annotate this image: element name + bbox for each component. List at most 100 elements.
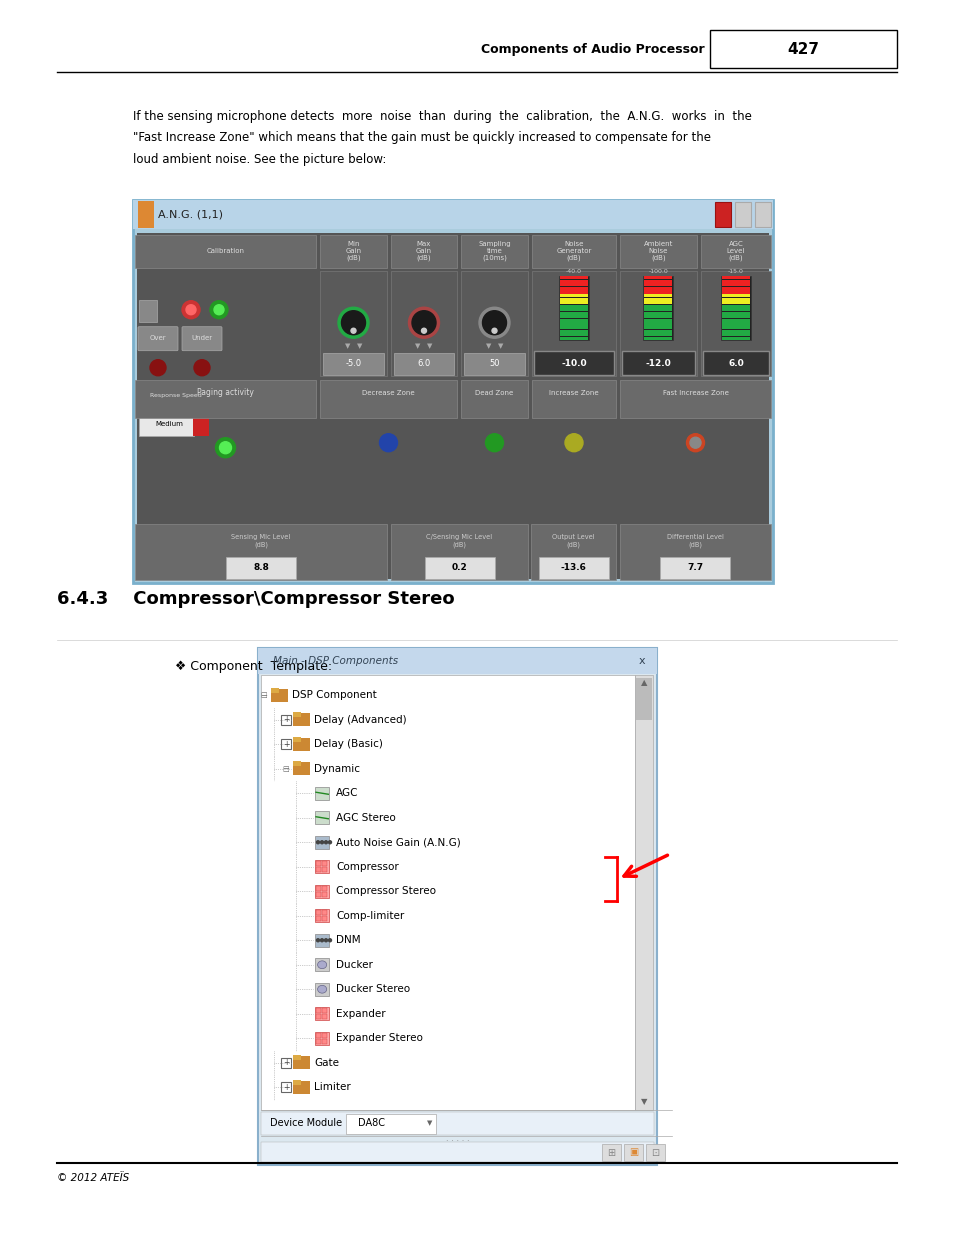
FancyBboxPatch shape [314,909,329,923]
FancyBboxPatch shape [559,305,587,308]
Text: ⊞: ⊞ [607,1147,615,1157]
Text: ▼: ▼ [415,343,420,348]
Text: Min
Gain
(dB): Min Gain (dB) [345,241,361,262]
FancyBboxPatch shape [293,713,300,718]
Circle shape [219,442,232,453]
FancyBboxPatch shape [532,235,616,268]
Text: Device Module: Device Module [270,1119,342,1129]
Text: Dynamic: Dynamic [314,763,359,774]
FancyBboxPatch shape [315,885,320,890]
Circle shape [328,841,331,844]
Text: Gate: Gate [314,1057,338,1068]
Text: © 2012 ATEÏS: © 2012 ATEÏS [57,1173,129,1183]
FancyBboxPatch shape [644,326,672,329]
Text: Fast Increase Zone: Fast Increase Zone [662,390,728,395]
Text: -10.0: -10.0 [560,359,586,368]
FancyBboxPatch shape [559,277,587,279]
FancyBboxPatch shape [714,203,730,227]
Text: Compressor: Compressor [335,862,398,872]
FancyBboxPatch shape [293,737,310,751]
Text: Expander Stereo: Expander Stereo [335,1034,422,1044]
Text: -40.0: -40.0 [565,269,581,274]
Text: A.N.G. (1,1): A.N.G. (1,1) [158,210,223,220]
Text: -15.0: -15.0 [727,269,743,274]
FancyBboxPatch shape [644,305,672,308]
Text: AGC: AGC [335,788,358,798]
FancyBboxPatch shape [734,203,750,227]
FancyBboxPatch shape [700,270,770,375]
FancyBboxPatch shape [559,301,587,304]
FancyBboxPatch shape [293,1079,300,1084]
FancyBboxPatch shape [261,881,635,903]
FancyBboxPatch shape [644,283,672,287]
FancyBboxPatch shape [559,330,587,332]
FancyBboxPatch shape [721,337,749,340]
Text: Comp-limiter: Comp-limiter [335,910,404,921]
FancyBboxPatch shape [721,298,749,300]
Text: Over: Over [150,335,166,341]
FancyBboxPatch shape [323,353,384,374]
FancyBboxPatch shape [559,337,587,340]
Text: Compressor Stereo: Compressor Stereo [335,887,436,897]
Text: ▣: ▣ [628,1147,638,1157]
Text: Sampling
time
(10ms): Sampling time (10ms) [477,241,510,262]
FancyBboxPatch shape [319,379,456,417]
FancyBboxPatch shape [315,892,320,897]
Text: -5.0: -5.0 [345,359,361,368]
Ellipse shape [317,986,326,993]
Text: -100.0: -100.0 [648,269,668,274]
FancyBboxPatch shape [322,861,327,866]
Text: Main - DSP Components: Main - DSP Components [273,656,397,666]
FancyBboxPatch shape [559,315,587,319]
FancyBboxPatch shape [721,330,749,332]
FancyBboxPatch shape [261,1112,654,1135]
FancyBboxPatch shape [315,1014,320,1019]
FancyBboxPatch shape [293,1055,300,1061]
Text: ▲: ▲ [640,678,646,688]
FancyBboxPatch shape [721,283,749,287]
FancyBboxPatch shape [346,1114,436,1134]
FancyBboxPatch shape [559,287,587,290]
Circle shape [182,301,200,319]
FancyBboxPatch shape [463,353,524,374]
FancyBboxPatch shape [281,740,291,750]
FancyBboxPatch shape [644,309,672,311]
FancyBboxPatch shape [700,235,770,268]
FancyBboxPatch shape [314,958,329,971]
FancyBboxPatch shape [721,333,749,336]
Text: □: □ [282,766,289,772]
FancyBboxPatch shape [293,1056,310,1070]
FancyBboxPatch shape [721,287,749,290]
FancyBboxPatch shape [281,715,291,725]
FancyBboxPatch shape [659,557,730,579]
FancyBboxPatch shape [460,235,527,268]
Text: If the sensing microphone detects  more  noise  than  during  the  calibration, : If the sensing microphone detects more n… [132,110,751,124]
FancyBboxPatch shape [314,983,329,995]
Text: Differential Level
(dB): Differential Level (dB) [666,535,723,548]
Circle shape [686,433,703,452]
Circle shape [408,308,439,338]
Text: Limiter: Limiter [314,1082,351,1092]
FancyBboxPatch shape [460,379,527,417]
FancyBboxPatch shape [322,910,327,915]
FancyBboxPatch shape [315,867,320,872]
FancyBboxPatch shape [193,414,209,436]
FancyBboxPatch shape [182,327,222,351]
Circle shape [421,329,426,333]
FancyBboxPatch shape [559,319,587,322]
FancyBboxPatch shape [424,557,494,579]
Circle shape [382,437,394,448]
FancyBboxPatch shape [644,298,672,300]
FancyBboxPatch shape [138,327,178,351]
FancyBboxPatch shape [319,270,387,375]
Text: ▼: ▼ [344,343,350,348]
FancyBboxPatch shape [315,916,320,921]
FancyBboxPatch shape [619,524,770,580]
FancyBboxPatch shape [559,280,587,283]
FancyBboxPatch shape [721,305,749,308]
FancyBboxPatch shape [314,934,329,947]
Text: Ducker Stereo: Ducker Stereo [335,984,410,994]
Text: DSP Component: DSP Component [292,690,376,700]
Circle shape [328,939,331,942]
Circle shape [186,305,195,315]
